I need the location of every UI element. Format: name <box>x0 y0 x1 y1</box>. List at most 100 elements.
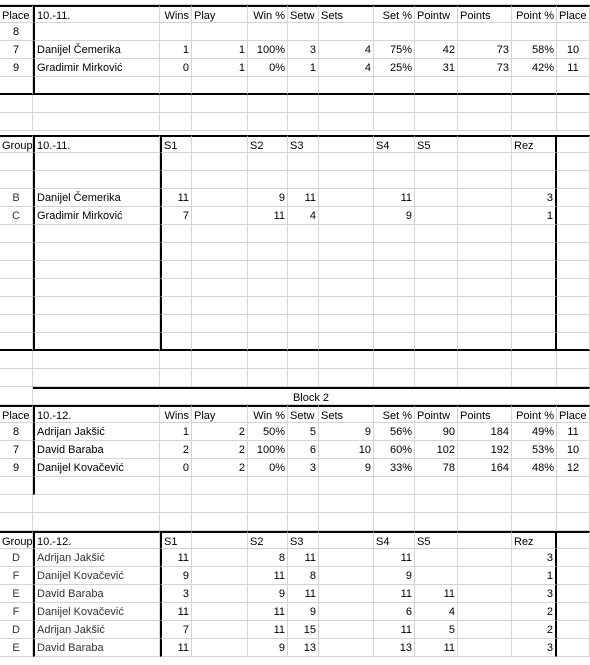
cell[interactable] <box>458 639 512 657</box>
cell[interactable]: 100% <box>248 41 288 59</box>
cell[interactable]: 11 <box>374 621 415 639</box>
cell[interactable]: 7 <box>160 621 192 639</box>
cell[interactable]: 4 <box>319 41 374 59</box>
cell[interactable]: 90 <box>415 423 458 441</box>
cell[interactable]: 53% <box>512 441 557 459</box>
cell[interactable] <box>33 315 160 333</box>
column-header[interactable]: S2 <box>248 135 288 153</box>
cell[interactable] <box>192 603 248 621</box>
cell[interactable]: 11 <box>288 189 319 207</box>
cell[interactable] <box>248 495 288 513</box>
column-header[interactable]: Pointw <box>415 5 458 23</box>
cell[interactable] <box>288 279 319 297</box>
cell[interactable] <box>557 315 590 333</box>
cell[interactable] <box>288 243 319 261</box>
cell[interactable] <box>415 23 458 41</box>
group-cell[interactable]: D <box>0 549 33 567</box>
cell[interactable]: 9 <box>319 459 374 477</box>
cell[interactable] <box>33 243 160 261</box>
cell[interactable] <box>512 261 557 279</box>
group-cell[interactable]: D <box>0 621 33 639</box>
cell[interactable] <box>288 477 319 495</box>
cell[interactable] <box>512 333 557 351</box>
cell[interactable] <box>319 495 374 513</box>
cell[interactable] <box>288 315 319 333</box>
cell[interactable] <box>458 225 512 243</box>
column-header[interactable]: Place <box>0 405 33 423</box>
cell[interactable] <box>33 369 160 387</box>
cell[interactable]: 2 <box>512 603 557 621</box>
cell[interactable] <box>288 261 319 279</box>
cell[interactable] <box>557 261 590 279</box>
cell[interactable] <box>512 477 557 495</box>
cell[interactable]: 9 <box>0 59 33 77</box>
column-header[interactable]: Sets <box>319 405 374 423</box>
cell[interactable]: 9 <box>374 567 415 585</box>
cell[interactable] <box>0 351 33 369</box>
cell[interactable]: 4 <box>288 207 319 225</box>
cell[interactable] <box>160 23 192 41</box>
cell[interactable] <box>512 279 557 297</box>
cell[interactable]: 192 <box>458 441 512 459</box>
cell[interactable] <box>557 369 590 387</box>
cell[interactable] <box>374 315 415 333</box>
cell[interactable] <box>0 77 33 95</box>
column-header[interactable]: Rez <box>512 135 557 153</box>
cell[interactable] <box>319 207 374 225</box>
cell[interactable] <box>192 279 248 297</box>
cell[interactable]: 100% <box>248 441 288 459</box>
cell[interactable] <box>557 495 590 513</box>
cell[interactable] <box>160 315 192 333</box>
cell[interactable] <box>415 495 458 513</box>
cell[interactable]: 0% <box>248 459 288 477</box>
cell[interactable] <box>374 279 415 297</box>
cell[interactable] <box>319 153 374 171</box>
cell[interactable] <box>160 113 192 131</box>
cell[interactable] <box>319 95 374 113</box>
column-header[interactable]: S4 <box>374 531 415 549</box>
cell[interactable] <box>33 113 160 131</box>
cell[interactable]: 1 <box>512 207 557 225</box>
cell[interactable]: 33% <box>374 459 415 477</box>
cell[interactable] <box>192 95 248 113</box>
cell[interactable] <box>248 23 288 41</box>
cell[interactable]: 9 <box>248 189 288 207</box>
cell[interactable]: 3 <box>512 639 557 657</box>
cell[interactable]: 2 <box>192 423 248 441</box>
cell[interactable] <box>374 477 415 495</box>
cell[interactable] <box>512 351 557 369</box>
cell[interactable]: 11 <box>248 567 288 585</box>
cell[interactable] <box>160 171 192 189</box>
cell[interactable] <box>512 95 557 113</box>
cell[interactable] <box>374 153 415 171</box>
cell[interactable] <box>512 297 557 315</box>
cell[interactable]: 78 <box>415 459 458 477</box>
cell[interactable]: 7 <box>0 441 33 459</box>
player-name[interactable]: David Baraba <box>33 441 160 459</box>
cell[interactable] <box>0 315 33 333</box>
cell[interactable] <box>0 513 33 531</box>
cell[interactable]: 15 <box>288 621 319 639</box>
player-name[interactable]: David Baraba <box>33 639 160 657</box>
cell[interactable]: 4 <box>319 59 374 77</box>
cell[interactable]: 7 <box>0 41 33 59</box>
cell[interactable] <box>33 225 160 243</box>
column-header[interactable]: S4 <box>374 135 415 153</box>
cell[interactable]: 49% <box>512 423 557 441</box>
cell[interactable] <box>557 279 590 297</box>
cell[interactable] <box>319 297 374 315</box>
cell[interactable]: 11 <box>160 549 192 567</box>
cell[interactable] <box>33 477 160 495</box>
cell[interactable] <box>415 243 458 261</box>
cell[interactable] <box>458 279 512 297</box>
cell[interactable] <box>288 113 319 131</box>
cell[interactable] <box>160 261 192 279</box>
cell[interactable]: 6 <box>374 603 415 621</box>
cell[interactable] <box>319 513 374 531</box>
cell[interactable] <box>415 77 458 95</box>
cell[interactable] <box>374 113 415 131</box>
cell[interactable] <box>0 297 33 315</box>
cell[interactable] <box>33 171 160 189</box>
cell[interactable]: 4 <box>415 603 458 621</box>
cell[interactable]: 9 <box>0 459 33 477</box>
